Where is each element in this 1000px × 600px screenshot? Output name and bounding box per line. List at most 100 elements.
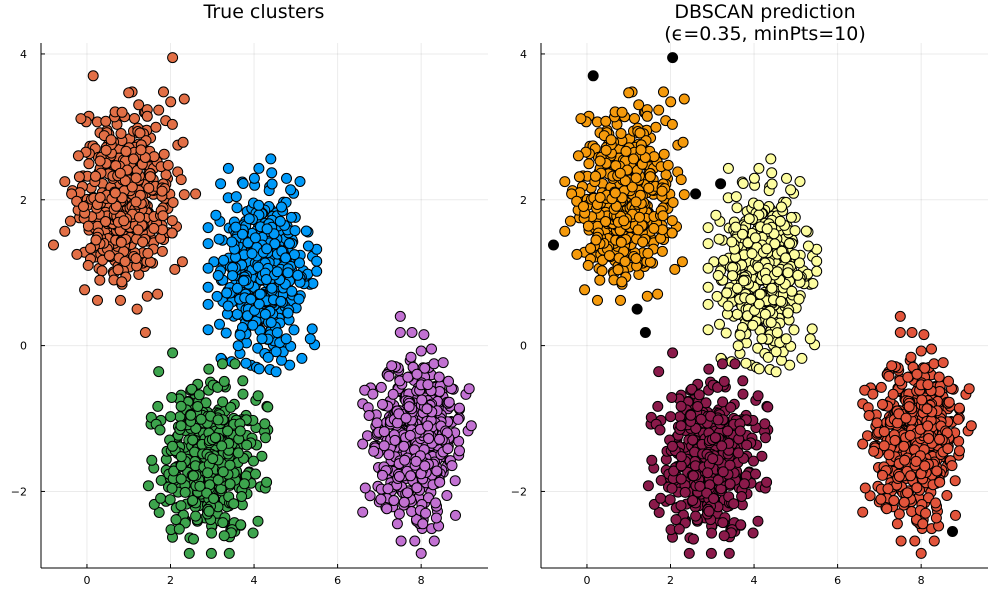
data-point — [208, 493, 220, 504]
data-point — [675, 420, 687, 432]
data-point — [302, 240, 314, 252]
data-point — [605, 134, 617, 146]
data-point — [179, 486, 191, 498]
data-point — [648, 222, 660, 234]
data-point — [193, 389, 205, 401]
data-point — [578, 201, 589, 212]
data-point — [73, 171, 85, 183]
data-point — [692, 401, 704, 412]
data-point — [222, 300, 234, 312]
data-point — [920, 507, 932, 519]
data-point — [234, 425, 246, 437]
data-point — [393, 471, 405, 482]
data-point — [804, 333, 816, 345]
data-point — [878, 426, 890, 438]
data-point — [600, 115, 612, 127]
data-point — [894, 310, 906, 322]
data-point — [771, 327, 783, 339]
data-point — [105, 134, 117, 146]
data-point — [311, 255, 323, 267]
data-point — [141, 290, 153, 302]
data-point — [400, 412, 412, 424]
data-point — [776, 201, 787, 213]
data-point — [583, 158, 595, 170]
data-point — [126, 181, 138, 193]
data-point — [653, 104, 665, 116]
data-point — [883, 370, 895, 382]
y-tick-label: 4 — [520, 48, 527, 61]
data-point — [737, 375, 749, 387]
data-point — [590, 234, 602, 246]
data-point — [628, 153, 640, 165]
data-point — [306, 323, 318, 335]
data-point — [166, 482, 178, 494]
data-point — [260, 274, 272, 285]
data-point — [889, 434, 901, 446]
data-point — [965, 420, 977, 432]
data-point — [657, 210, 669, 222]
data-point — [771, 266, 783, 278]
data-point — [377, 469, 388, 481]
scatter-points — [48, 52, 477, 559]
data-point — [311, 265, 323, 277]
data-point — [284, 359, 296, 371]
data-point — [452, 413, 464, 425]
data-point — [100, 216, 112, 227]
data-point — [177, 136, 189, 148]
data-point — [169, 263, 181, 275]
data-point — [434, 476, 446, 488]
data-point — [404, 429, 416, 441]
data-point — [780, 252, 792, 264]
data-point — [112, 264, 124, 276]
data-point — [249, 232, 261, 244]
x-tick-label: 4 — [251, 574, 258, 587]
data-point — [152, 288, 164, 300]
data-point — [722, 162, 734, 174]
data-point — [202, 281, 214, 293]
data-point — [596, 265, 608, 277]
data-point — [119, 175, 131, 187]
data-point — [227, 270, 238, 282]
chart-title: DBSCAN prediction — [674, 1, 855, 23]
data-point — [252, 515, 264, 527]
series-2 — [142, 347, 274, 559]
data-point — [750, 468, 761, 480]
data-point — [702, 262, 714, 274]
data-point — [202, 324, 214, 336]
data-point — [667, 347, 679, 359]
data-point — [265, 153, 277, 165]
data-point — [685, 409, 697, 421]
data-point — [877, 398, 888, 410]
data-point — [442, 443, 454, 455]
data-point — [463, 383, 475, 395]
panel-true-clusters: True clusters 0 2 4 6 8 4 2 0 −2 — [11, 1, 488, 587]
data-point — [270, 346, 282, 358]
data-point — [867, 388, 879, 400]
data-point — [280, 252, 292, 264]
x-tick-label: 2 — [667, 574, 674, 587]
data-point — [953, 402, 965, 414]
data-point — [304, 333, 316, 345]
data-point — [756, 333, 768, 345]
data-point — [745, 293, 757, 305]
data-point — [748, 172, 760, 184]
data-point — [720, 327, 732, 339]
data-point — [190, 188, 202, 200]
data-point — [288, 324, 300, 336]
data-point — [900, 412, 912, 424]
data-point — [215, 178, 227, 190]
data-point — [749, 232, 761, 244]
data-point — [875, 493, 887, 505]
data-point — [667, 197, 679, 208]
data-point — [109, 187, 121, 199]
chart-subtitle: (ϵ=0.35, minPts=10) — [664, 23, 866, 45]
data-point — [895, 535, 907, 547]
data-point — [120, 145, 132, 157]
data-point — [411, 368, 423, 380]
data-point — [284, 238, 295, 249]
data-point — [437, 357, 449, 369]
data-point — [155, 492, 167, 504]
data-point — [761, 243, 773, 255]
data-point — [911, 482, 923, 494]
data-point — [759, 308, 771, 320]
